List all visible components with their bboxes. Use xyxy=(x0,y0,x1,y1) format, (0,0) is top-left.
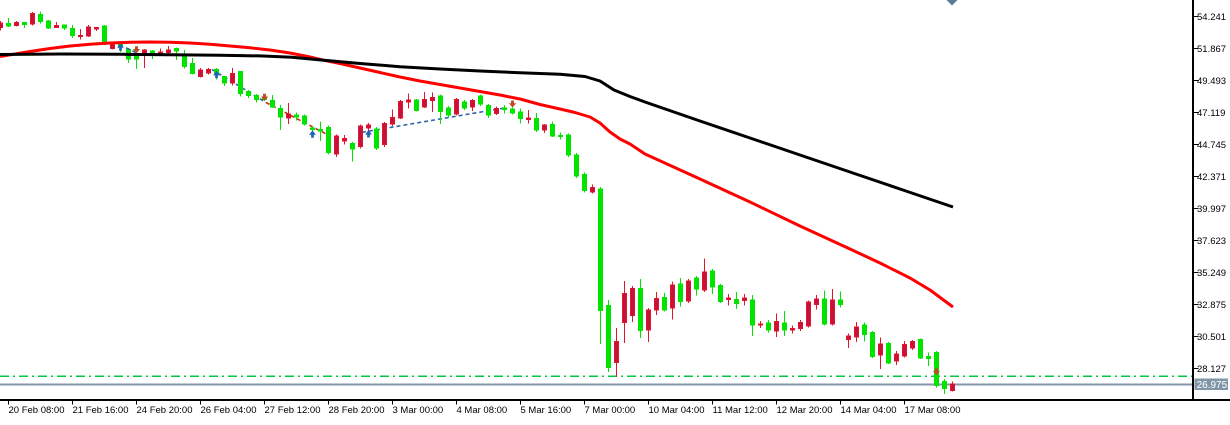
svg-text:37.623: 37.623 xyxy=(1197,236,1226,247)
svg-text:42.371: 42.371 xyxy=(1197,172,1226,183)
svg-text:39.997: 39.997 xyxy=(1197,204,1226,215)
svg-text:28 Feb 20:00: 28 Feb 20:00 xyxy=(329,405,385,416)
svg-text:28.127: 28.127 xyxy=(1197,364,1226,375)
svg-text:4 Mar 08:00: 4 Mar 08:00 xyxy=(457,405,508,416)
svg-text:21 Feb 16:00: 21 Feb 16:00 xyxy=(73,405,129,416)
svg-text:35.249: 35.249 xyxy=(1197,268,1226,279)
svg-text:3 Mar 00:00: 3 Mar 00:00 xyxy=(393,405,444,416)
svg-text:12 Mar 20:00: 12 Mar 20:00 xyxy=(777,405,833,416)
svg-text:32.875: 32.875 xyxy=(1197,300,1226,311)
svg-text:7 Mar 00:00: 7 Mar 00:00 xyxy=(585,405,636,416)
svg-text:14 Mar 04:00: 14 Mar 04:00 xyxy=(841,405,897,416)
svg-text:47.119: 47.119 xyxy=(1197,108,1225,119)
svg-text:10 Mar 04:00: 10 Mar 04:00 xyxy=(649,405,705,416)
svg-text:51.867: 51.867 xyxy=(1197,44,1226,55)
svg-text:17 Mar 08:00: 17 Mar 08:00 xyxy=(905,405,961,416)
svg-text:11 Mar 12:00: 11 Mar 12:00 xyxy=(713,405,768,416)
svg-text:27 Feb 12:00: 27 Feb 12:00 xyxy=(265,405,321,416)
svg-text:49.493: 49.493 xyxy=(1197,76,1226,87)
svg-text:26 Feb 04:00: 26 Feb 04:00 xyxy=(201,405,257,416)
svg-text:5 Mar 16:00: 5 Mar 16:00 xyxy=(521,405,572,416)
svg-text:20 Feb 08:00: 20 Feb 08:00 xyxy=(9,405,65,416)
svg-text:30.501: 30.501 xyxy=(1197,332,1226,343)
svg-text:24 Feb 20:00: 24 Feb 20:00 xyxy=(137,405,193,416)
svg-text:54.241: 54.241 xyxy=(1197,12,1226,23)
svg-text:44.745: 44.745 xyxy=(1197,140,1226,151)
svg-text:26.975: 26.975 xyxy=(1197,380,1228,391)
